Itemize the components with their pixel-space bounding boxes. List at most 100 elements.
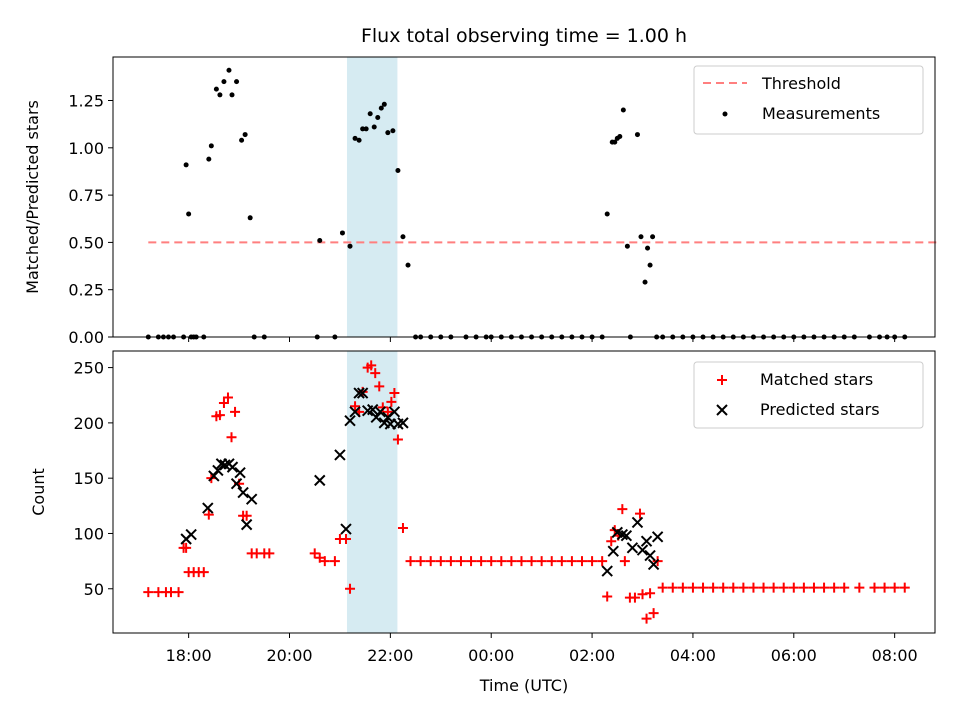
- matched-star-point: [264, 548, 275, 559]
- measurement-point: [604, 211, 610, 217]
- measurement-point: [221, 79, 227, 85]
- top-highlight-span: [346, 57, 398, 337]
- predicted-star-point: [226, 461, 239, 473]
- predicted-star-point: [647, 558, 660, 571]
- matched-star-point: [476, 556, 487, 567]
- matched-star-point: [466, 556, 477, 567]
- predicted-star-point: [340, 523, 352, 535]
- legend-matched-swatch: [717, 375, 727, 385]
- x-tick-label: 22:00: [367, 646, 413, 665]
- predicted-star-point: [374, 406, 386, 418]
- matched-star-point: [687, 582, 698, 593]
- predicted-star-point: [344, 414, 356, 427]
- matched-star-point: [617, 504, 628, 515]
- matched-star-point: [516, 556, 527, 567]
- measurement-point: [239, 137, 245, 143]
- matched-star-point: [602, 591, 613, 602]
- predicted-star-point: [601, 565, 613, 577]
- matched-star-point: [629, 592, 640, 603]
- matched-star-point: [536, 556, 547, 567]
- predicted-star-point: [640, 535, 653, 547]
- measurement-point: [183, 162, 189, 168]
- matched-star-point: [829, 582, 840, 593]
- measurement-point: [624, 243, 630, 249]
- matched-star-point: [218, 397, 229, 408]
- bottom-y-tick-label: 200: [73, 414, 104, 433]
- top-y-tick-label: 0.75: [68, 186, 104, 205]
- matched-star-point: [641, 613, 652, 624]
- matched-star-point: [748, 582, 759, 593]
- matched-star-point: [839, 582, 850, 593]
- top-y-axis-label: Matched/Predicted stars: [23, 100, 42, 294]
- matched-star-point: [798, 582, 809, 593]
- matched-star-point: [899, 582, 910, 593]
- bottom-y-tick-label: 150: [73, 469, 104, 488]
- top-x-ticks: [188, 337, 896, 342]
- matched-stars-series: [143, 360, 910, 624]
- legend-matched-marker: [717, 375, 727, 385]
- predicted-star-point: [202, 502, 214, 514]
- measurement-point: [620, 107, 626, 113]
- predicted-star-point: [397, 417, 409, 429]
- top-legend: Threshold Measurements: [693, 65, 924, 135]
- measurement-point: [647, 262, 653, 268]
- bottom-y-tick-label: 50: [84, 580, 104, 599]
- matched-star-point: [309, 548, 320, 559]
- measurement-point: [234, 79, 240, 85]
- matched-star-point: [319, 556, 330, 567]
- predicted-star-point: [626, 542, 639, 554]
- measurement-point: [385, 130, 391, 136]
- predicted-star-point: [353, 387, 365, 399]
- measurement-point: [363, 126, 369, 132]
- matched-star-point: [222, 392, 233, 403]
- predicted-star-point: [370, 411, 382, 424]
- matched-star-point: [597, 556, 608, 567]
- bottom-y-tick-label: 100: [73, 524, 104, 543]
- chart-title: Flux total observing time = 1.00 h: [361, 25, 687, 47]
- measurement-point: [339, 230, 345, 236]
- measurement-point: [356, 137, 362, 143]
- matched-star-point: [566, 556, 577, 567]
- predicted-star-point: [356, 387, 369, 399]
- top-y-tick-label: 0.00: [68, 328, 104, 347]
- predicted-star-point: [208, 470, 220, 482]
- predicted-star-point: [644, 549, 656, 562]
- bottom-legend: Matched stars Predicted stars: [693, 361, 924, 429]
- matched-star-point: [397, 522, 408, 533]
- measurement-point: [347, 243, 353, 249]
- matched-star-point: [576, 556, 587, 567]
- measurement-point: [229, 92, 235, 98]
- measurement-point: [217, 92, 223, 98]
- x-tick-label: 18:00: [166, 646, 212, 665]
- matched-star-point: [728, 582, 739, 593]
- measurement-point: [650, 234, 656, 240]
- matched-star-point: [778, 582, 789, 593]
- matched-star-point: [486, 556, 497, 567]
- measurement-point: [360, 126, 366, 132]
- x-axis-label: Time (UTC): [479, 676, 568, 695]
- matched-star-point: [496, 556, 507, 567]
- matched-star-point: [587, 556, 598, 567]
- matched-star-point: [374, 381, 385, 392]
- matched-star-point: [606, 536, 617, 547]
- matched-star-point: [718, 582, 729, 593]
- measurement-point: [642, 279, 648, 285]
- bottom-x-axis: 18:00 20:00 22:00 00:00 02:00 04:00 06:00 08:00: [166, 633, 918, 665]
- matched-star-point: [738, 582, 749, 593]
- measurement-point: [378, 105, 384, 111]
- measurement-point: [638, 234, 644, 240]
- measurement-point: [400, 234, 406, 240]
- predicted-star-point: [212, 464, 224, 477]
- x-tick-label: 00:00: [468, 646, 514, 665]
- matched-star-point: [143, 587, 154, 598]
- matched-star-point: [392, 434, 403, 445]
- measurement-point: [206, 156, 212, 162]
- bottom-y-axis: 50 100 150 200 250: [73, 359, 113, 599]
- matched-star-point: [645, 588, 656, 599]
- matched-star-point: [677, 582, 688, 593]
- matched-star-point: [435, 556, 446, 567]
- predicted-star-point: [349, 406, 361, 418]
- matched-star-point: [445, 556, 456, 567]
- matched-star-point: [350, 401, 361, 412]
- legend-threshold-label: Threshold: [761, 74, 841, 93]
